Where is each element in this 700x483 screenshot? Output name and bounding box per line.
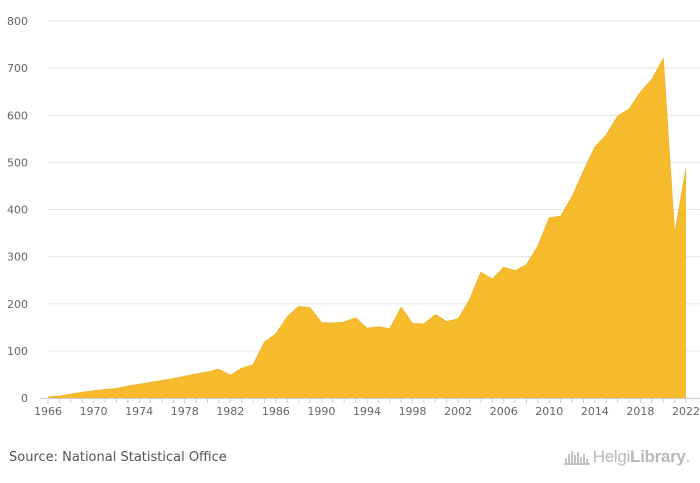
source-note: Source: National Statistical Office (9, 450, 227, 465)
x-tick-label: 2018 (626, 405, 654, 418)
x-tick-label: 1970 (80, 405, 108, 418)
brand-bold: Library (630, 447, 686, 466)
x-tick-label: 2010 (535, 405, 563, 418)
y-tick-label: 100 (7, 345, 28, 358)
x-tick-label: 1974 (125, 405, 153, 418)
y-axis: 0 100 200 300 400 500 600 700 800 (7, 15, 28, 405)
city-skyline-icon (563, 451, 590, 465)
y-tick-label: 400 (7, 204, 28, 217)
x-tick-label: 1990 (307, 405, 335, 418)
brand-name: HelgiLibrary. (592, 447, 691, 467)
x-tick-label: 1998 (399, 405, 427, 418)
y-tick-label: 600 (7, 109, 28, 122)
x-tick-label: 2022 (672, 405, 700, 418)
brand-suffix: . (685, 447, 691, 466)
y-tick-label: 300 (7, 251, 28, 264)
x-tick-label: 2014 (581, 405, 609, 418)
series-area-fill (48, 58, 686, 398)
x-tick-label: 1986 (262, 405, 290, 418)
y-tick-label: 500 (7, 156, 28, 169)
gridlines (48, 20, 700, 352)
y-tick-label: 0 (21, 392, 28, 405)
y-tick-label: 200 (7, 298, 28, 311)
x-tick-label: 2002 (444, 405, 472, 418)
series-line (47, 56, 687, 398)
x-tick-label: 1966 (34, 405, 62, 418)
y-tick-label: 800 (7, 15, 28, 28)
y-tick-label: 700 (7, 62, 28, 75)
x-axis: 1966 1970 1974 1978 1982 1986 1990 1994 1998 2002… (34, 398, 700, 418)
x-tick-label: 1982 (216, 405, 244, 418)
brand-light: Helgi (592, 447, 631, 466)
x-tick-label: 1978 (171, 405, 199, 418)
helgi-library-logo: HelgiLibrary. (563, 447, 691, 467)
series-area (47, 56, 687, 398)
x-tick-label: 1994 (353, 405, 381, 418)
x-tick-label: 2006 (490, 405, 518, 418)
